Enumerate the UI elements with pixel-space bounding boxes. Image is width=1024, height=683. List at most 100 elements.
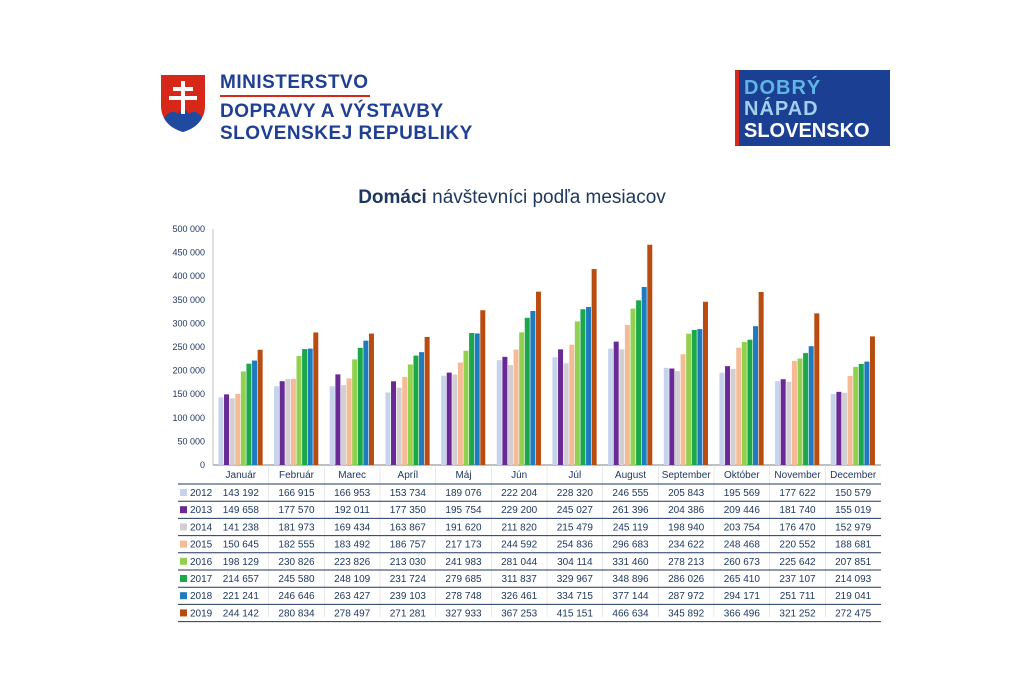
y-tick-label: 250 000	[172, 342, 205, 352]
y-tick-label: 100 000	[172, 413, 205, 423]
bar	[663, 367, 669, 465]
data-table-cell: 192 011	[334, 505, 370, 516]
bar	[513, 349, 519, 465]
data-table-cell: 215 479	[557, 522, 594, 533]
ministry-line-1: MINISTERSTVO	[220, 72, 369, 93]
bar	[457, 362, 463, 465]
bar	[246, 363, 252, 465]
data-table-cell: 189 076	[445, 488, 482, 499]
brand-line-2: NÁPAD	[744, 98, 819, 120]
data-table-cell: 294 171	[724, 591, 761, 602]
data-table-cell: 377 144	[612, 591, 649, 602]
data-table-cell: 150 579	[835, 488, 872, 499]
bar	[563, 363, 569, 465]
legend-swatch	[180, 506, 187, 514]
bar	[847, 375, 853, 465]
data-table-cell: 234 622	[668, 540, 705, 551]
y-tick-label: 50 000	[177, 436, 205, 446]
legend-swatch	[180, 609, 187, 617]
data-table-cell: 241 983	[445, 557, 482, 568]
legend-swatch	[180, 540, 187, 548]
data-table-cell: 261 396	[612, 505, 649, 516]
data-table-cell: 209 446	[724, 505, 761, 516]
bar	[352, 359, 358, 465]
legend-swatch	[180, 489, 187, 496]
bar	[285, 379, 291, 465]
x-category-label: Apríl	[398, 470, 419, 481]
data-table-cell: 169 434	[334, 522, 371, 533]
bar	[624, 324, 630, 465]
data-table-cell: 214 657	[223, 574, 260, 585]
bar	[608, 348, 614, 465]
data-table-cell: 149 658	[223, 505, 260, 516]
data-table-cell: 182 555	[278, 540, 315, 551]
x-category-label: Marec	[338, 470, 366, 481]
data-table-cell: 278 213	[668, 557, 705, 568]
bar	[741, 341, 747, 465]
data-table-cell: 286 026	[668, 574, 705, 585]
bar	[736, 347, 742, 465]
bar	[340, 385, 346, 465]
data-table-cell: 244 142	[223, 608, 260, 619]
bar	[669, 368, 675, 465]
x-category-label: December	[830, 470, 877, 481]
data-table-cell: 304 114	[557, 557, 593, 568]
legend-series-label: 2014	[190, 522, 213, 533]
legend-swatch	[180, 523, 187, 531]
data-table-cell: 239 103	[390, 591, 427, 602]
data-table-cell: 143 192	[223, 488, 260, 499]
bar	[524, 317, 530, 465]
data-table-cell: 334 715	[557, 591, 594, 602]
brand-line-1: DOBRÝ	[744, 77, 822, 99]
bar	[441, 375, 447, 465]
data-table-cell: 195 754	[445, 505, 482, 516]
data-table-cell: 198 129	[223, 557, 260, 568]
bar	[279, 381, 285, 465]
data-table-cell: 155 019	[835, 505, 872, 516]
data-table-cell: 229 200	[501, 505, 538, 516]
bar	[586, 307, 592, 465]
data-table-cell: 245 027	[557, 505, 594, 516]
bar	[235, 393, 241, 465]
bar	[803, 353, 809, 465]
bar	[808, 346, 814, 465]
legend-series-label: 2013	[190, 505, 213, 516]
data-table-cell: 237 107	[779, 574, 816, 585]
x-category-label: September	[662, 470, 712, 481]
data-table-cell: 265 410	[724, 574, 761, 585]
data-table-cell: 186 757	[390, 540, 427, 551]
legend-series-label: 2019	[190, 608, 213, 619]
bar	[730, 368, 736, 465]
bar	[786, 381, 792, 465]
ministry-line-3: SLOVENSKEJ REPUBLIKY	[220, 123, 473, 144]
data-table-cell: 213 030	[390, 557, 427, 568]
bar	[836, 391, 842, 465]
chart-title: Domáci návštevníci podľa mesiacov	[0, 187, 1024, 209]
data-table-cell: 466 634	[612, 608, 649, 619]
ministry-name: MINISTERSTVO DOPRAVY A VÝSTAVBY SLOVENSK…	[220, 72, 473, 145]
data-table-cell: 203 754	[724, 522, 761, 533]
bar	[519, 332, 525, 465]
data-table-cell: 246 555	[612, 488, 649, 499]
data-table-cell: 260 673	[724, 557, 761, 568]
bar	[641, 286, 647, 465]
data-table-cell: 153 734	[390, 488, 427, 499]
data-table-cell: 163 867	[390, 522, 427, 533]
bar	[346, 378, 352, 465]
legend-series-label: 2015	[190, 540, 213, 551]
bar	[407, 364, 413, 465]
data-table-cell: 366 496	[724, 608, 761, 619]
data-table-cell: 281 044	[501, 557, 538, 568]
bar	[363, 340, 369, 465]
data-table-cell: 223 826	[334, 557, 371, 568]
bar	[830, 393, 836, 465]
bar	[697, 329, 703, 465]
y-tick-label: 450 000	[172, 248, 205, 258]
bar	[753, 326, 759, 465]
bar	[329, 386, 335, 465]
y-tick-label: 400 000	[172, 271, 205, 281]
brand-logo: DOBRÝ NÁPAD SLOVENSKO	[735, 70, 890, 146]
data-table-cell: 150 645	[223, 540, 260, 551]
data-table-cell: 331 460	[612, 557, 649, 568]
data-table-cell: 176 470	[779, 522, 816, 533]
